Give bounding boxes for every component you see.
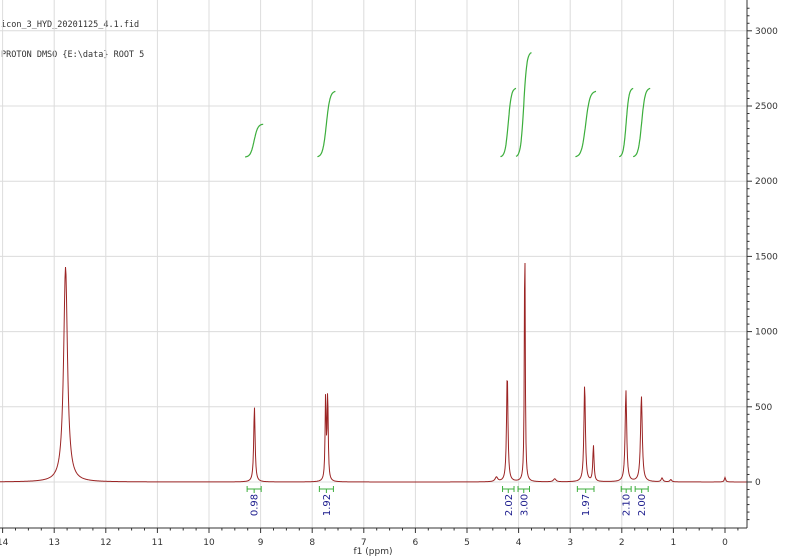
x-tick-label: 4 (516, 538, 522, 548)
x-tick-label: 7 (361, 538, 367, 548)
x-tick-label: 12 (100, 538, 111, 548)
integral-curve (500, 87, 517, 158)
integral-curve (317, 90, 336, 158)
x-tick-label: 6 (413, 538, 419, 548)
filename-label: icon_3_HYD_20201125_4.1.fid (1, 20, 140, 30)
integral-value-label: 2.02 (504, 494, 515, 516)
integral-value-label: 0.98 (250, 494, 261, 516)
x-tick-label: 8 (309, 538, 315, 548)
y-tick-label: 1500 (755, 252, 778, 262)
spectrum-header: icon_3_HYD_20201125_4.1.fid PROTON DMSO … (1, 0, 144, 70)
spectrum-trace (0, 263, 747, 483)
x-tick-label: 14 (0, 538, 9, 548)
y-tick-label: 3000 (755, 27, 778, 37)
integral-value-label: 1.97 (581, 494, 592, 516)
x-tick-label: 0 (722, 538, 728, 548)
experiment-label: PROTON DMSO {E:\data} ROOT 5 (1, 50, 145, 60)
x-tick-label: 13 (48, 538, 59, 548)
integral-curve (632, 87, 651, 158)
integral-value-label: 2.00 (637, 494, 648, 516)
integral-curves: 0.98 1.92 2.02 3.00 1.97 2.10 2.00 (245, 52, 651, 516)
integral-value-label: 1.92 (322, 494, 333, 516)
axes: 1413121110987654321005001000150020002500… (0, 0, 778, 548)
integral-curve (618, 87, 634, 158)
x-tick-label: 3 (567, 538, 573, 548)
integral-curve (245, 123, 264, 158)
y-tick-label: 2000 (755, 177, 778, 187)
x-tick-label: 2 (619, 538, 625, 548)
y-tick-label: 0 (755, 478, 761, 488)
y-tick-label: 1000 (755, 328, 778, 338)
x-tick-label: 10 (203, 538, 215, 548)
spectrum (0, 263, 747, 483)
x-tick-label: 9 (258, 538, 264, 548)
integral-value-label: 2.10 (622, 494, 633, 516)
x-axis-title: f1 (ppm) (354, 547, 393, 557)
grid (0, 0, 747, 528)
x-tick-label: 5 (464, 538, 470, 548)
integral-curve (575, 90, 597, 158)
integral-value-label: 3.00 (519, 494, 530, 516)
x-tick-label: 1 (671, 538, 677, 548)
y-tick-label: 500 (755, 403, 772, 413)
x-tick-label: 11 (152, 538, 163, 548)
y-tick-label: 2500 (755, 102, 778, 112)
integral-curve (515, 52, 532, 157)
